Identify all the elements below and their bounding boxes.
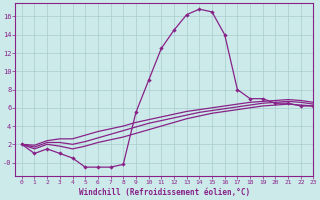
X-axis label: Windchill (Refroidissement éolien,°C): Windchill (Refroidissement éolien,°C)	[79, 188, 250, 197]
